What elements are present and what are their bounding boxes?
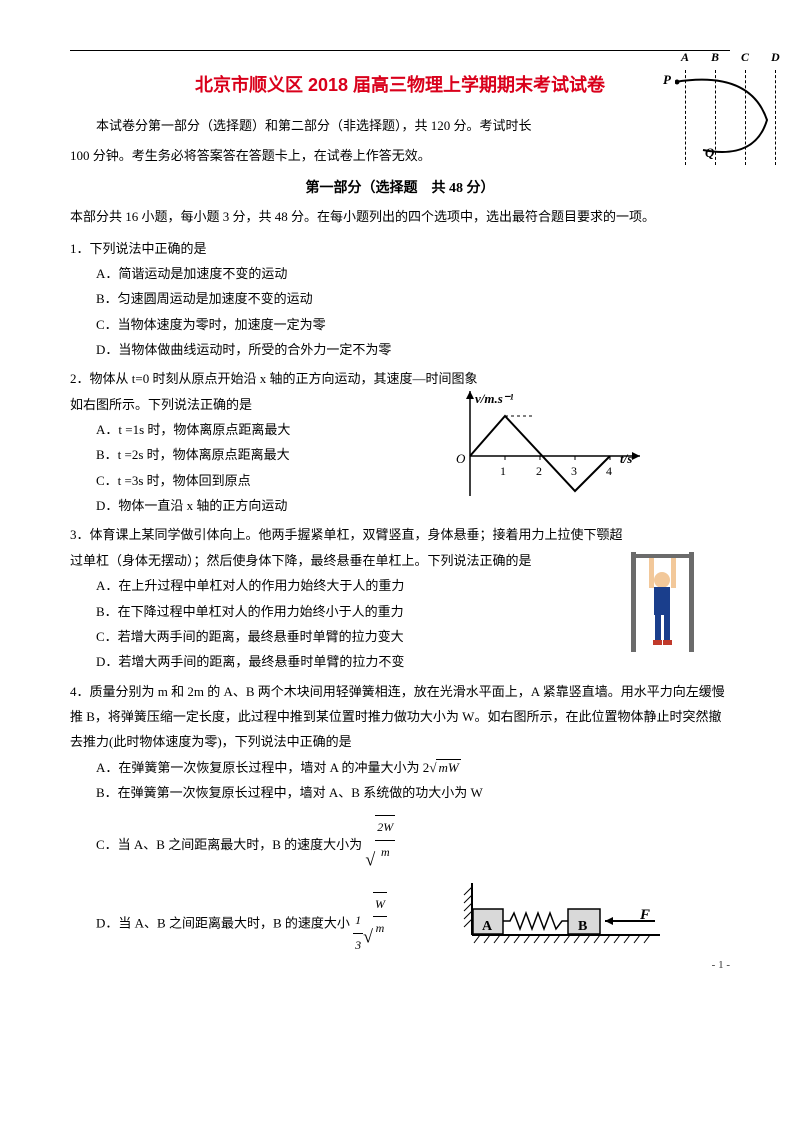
question-3: 3．体育课上某同学做引体向上。他两手握紧单杠，双臂竖直，身体悬垂；接着用力上拉使… — [70, 522, 730, 674]
vt-t2: 2 — [536, 460, 542, 483]
vt-O: O — [456, 446, 465, 471]
figure-pullup — [625, 542, 700, 662]
q1-stem: 1．下列说法中正确的是 — [70, 236, 730, 261]
q4-stem: 4．质量分别为 m 和 2m 的 A、B 两个木块间用轻弹簧相连，放在光滑水平面… — [70, 679, 730, 755]
vt-ylabel: v/m.s⁻¹ — [475, 386, 514, 411]
figure-dashed-lines: A B C D P Q — [675, 50, 790, 170]
q2-stem: 2．物体从 t=0 时刻从原点开始沿 x 轴的正方向运动，其速度—时间图象如右图… — [70, 366, 490, 417]
q4-C-text: C．当 A、B 之间距离最大时，B 的速度大小为 — [96, 837, 362, 852]
page: A B C D P Q 北京市顺义区 2018 届高三物理上学期期末考试试卷 本… — [0, 0, 800, 981]
q4-A-math: √mW — [429, 759, 460, 775]
intro-line2: 100 分钟。考生务必将答案答在答题卡上，在试卷上作答无效。 — [70, 143, 730, 169]
q4-opt-A: A．在弹簧第一次恢复原长过程中，墙对 A 的冲量大小为 2√mW — [96, 755, 730, 780]
block-B-label: B — [578, 913, 587, 940]
q4-opt-C: C．当 A、B 之间距离最大时，B 的速度大小为 √2Wm — [96, 815, 730, 877]
vt-t1: 1 — [500, 460, 506, 483]
q4-C-math: √2Wm — [365, 815, 395, 877]
figure-spring-blocks: A B F — [460, 879, 670, 949]
block-A-label: A — [482, 913, 492, 940]
exam-title: 北京市顺义区 2018 届高三物理上学期期末考试试卷 — [70, 71, 730, 97]
fig1-curve — [675, 50, 790, 170]
top-rule — [70, 50, 730, 51]
q3-stem: 3．体育课上某同学做引体向上。他两手握紧单杠，双臂竖直，身体悬垂；接着用力上拉使… — [70, 522, 630, 573]
section-heading: 第一部分（选择题 共 48 分） — [70, 177, 730, 197]
vt-xlabel: t/s — [620, 446, 632, 471]
q4-D-math: 13√Wm — [353, 892, 387, 957]
vt-t4: 4 — [606, 460, 612, 483]
question-2: v/m.s⁻¹ O 1 2 3 4 t/s 2．物体从 t=0 时刻从原点开始沿… — [70, 366, 730, 518]
q1-opt-D: D．当物体做曲线运动时，所受的合外力一定不为零 — [96, 337, 730, 362]
q4-A-text: A．在弹簧第一次恢复原长过程中，墙对 A 的冲量大小为 2 — [96, 760, 429, 775]
force-F-label: F — [640, 901, 650, 930]
figure-vt-graph: v/m.s⁻¹ O 1 2 3 4 t/s — [450, 386, 650, 506]
fig1-Q: Q — [705, 145, 714, 161]
q4-D-text: D．当 A、B 之间距离最大时，B 的速度大小 — [96, 915, 350, 930]
pullup-svg — [625, 542, 700, 662]
section-description: 本部分共 16 小题，每小题 3 分，共 48 分。在每小题列出的四个选项中，选… — [70, 205, 730, 230]
fig1-P: P — [663, 72, 671, 88]
vt-t3: 3 — [571, 460, 577, 483]
q1-opt-A: A．简谐运动是加速度不变的运动 — [96, 261, 730, 286]
q1-opt-C: C．当物体速度为零时，加速度一定为零 — [96, 312, 730, 337]
page-number: - 1 - — [712, 959, 730, 971]
intro-line1: 本试卷分第一部分（选择题）和第二部分（非选择题），共 120 分。考试时长 — [70, 113, 730, 139]
q4-opt-B: B．在弹簧第一次恢复原长过程中，墙对 A、B 系统做的功大小为 W — [96, 780, 730, 805]
question-1: 1．下列说法中正确的是 A．简谐运动是加速度不变的运动 B．匀速圆周运动是加速度… — [70, 236, 730, 363]
q1-opt-B: B．匀速圆周运动是加速度不变的运动 — [96, 286, 730, 311]
question-4: 4．质量分别为 m 和 2m 的 A、B 两个木块间用轻弹簧相连，放在光滑水平面… — [70, 679, 730, 958]
